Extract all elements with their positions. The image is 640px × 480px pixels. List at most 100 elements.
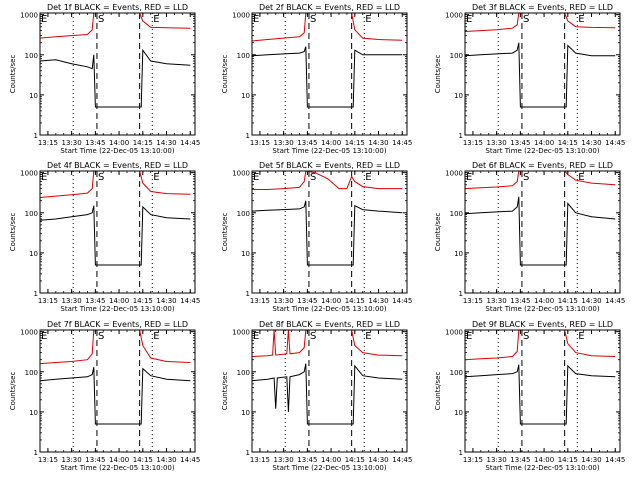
x-tick-label: 14:30 xyxy=(156,456,176,464)
x-tick-label: 14:30 xyxy=(156,139,176,147)
x-tick-label: 14:45 xyxy=(605,456,625,464)
y-tick-label: 1000 xyxy=(232,12,250,20)
x-tick-label: 13:30 xyxy=(274,139,294,147)
y-axis-label: Counts/sec xyxy=(9,55,17,94)
series-line-events xyxy=(252,46,403,108)
y-tick-label: 1 xyxy=(459,132,463,140)
series-line-events xyxy=(40,367,191,425)
x-axis-label: Start Time (22-Dec-05 13:10:00) xyxy=(272,147,386,155)
plot-frame xyxy=(39,170,196,294)
x-tick-label: 13:15 xyxy=(38,456,58,464)
marker-label: E xyxy=(253,172,259,183)
panel-title: Det 2f BLACK = Events, RED = LLD xyxy=(259,3,400,12)
panel-title: Det 6f BLACK = Events, RED = LLD xyxy=(472,161,613,170)
x-tick-label: 13:15 xyxy=(463,456,483,464)
y-tick-label: 100 xyxy=(237,52,250,60)
x-tick-label: 14:30 xyxy=(368,456,388,464)
x-tick-label: 13:15 xyxy=(38,297,58,305)
y-tick-label: 100 xyxy=(450,369,463,377)
panel-title: Det 1f BLACK = Events, RED = LLD xyxy=(47,3,188,12)
y-tick-label: 10 xyxy=(29,409,38,417)
panel-title: Det 9f BLACK = Events, RED = LLD xyxy=(472,320,613,329)
x-tick-label: 13:45 xyxy=(85,139,105,147)
x-tick-label: 13:30 xyxy=(62,297,82,305)
marker-label: E xyxy=(153,331,159,342)
y-tick-label: 1000 xyxy=(20,12,38,20)
y-tick-label: 1000 xyxy=(20,329,38,337)
series-line-lld xyxy=(252,330,403,357)
series-line-lld xyxy=(40,171,191,198)
x-tick-label: 14:00 xyxy=(534,456,554,464)
y-tick-label: 1 xyxy=(459,449,463,457)
x-tick-label: 14:00 xyxy=(321,297,341,305)
y-tick-label: 1000 xyxy=(445,12,463,20)
plot-frame xyxy=(251,12,408,136)
x-tick-label: 13:15 xyxy=(463,139,483,147)
y-tick-label: 100 xyxy=(450,52,463,60)
x-tick-label: 14:45 xyxy=(180,297,200,305)
x-tick-label: 14:00 xyxy=(534,297,554,305)
x-tick-label: 14:15 xyxy=(133,456,153,464)
panel-det-5: Det 5f BLACK = Events, RED = LLD 1 10 100 10… xyxy=(221,161,412,313)
x-tick-label: 14:15 xyxy=(345,456,365,464)
x-tick-label: 13:30 xyxy=(487,139,507,147)
y-tick-label: 100 xyxy=(25,52,38,60)
y-tick-label: 100 xyxy=(450,210,463,218)
y-axis-label: Counts/sec xyxy=(9,213,17,252)
y-tick-label: 1 xyxy=(246,290,250,298)
series-line-events xyxy=(465,42,616,108)
marker-label: E xyxy=(41,331,47,342)
x-tick-label: 14:15 xyxy=(133,139,153,147)
series-line-events xyxy=(252,363,403,425)
series-line-lld xyxy=(252,13,403,42)
marker-label: S xyxy=(310,14,316,25)
y-tick-label: 10 xyxy=(454,92,463,100)
x-tick-label: 13:15 xyxy=(463,297,483,305)
x-tick-label: 13:45 xyxy=(510,456,530,464)
x-axis-label: Start Time (22-Dec-05 13:10:00) xyxy=(485,464,599,472)
x-tick-label: 14:00 xyxy=(109,139,129,147)
marker-label: E xyxy=(466,14,472,25)
y-tick-label: 1 xyxy=(34,132,38,140)
y-tick-label: 1 xyxy=(246,132,250,140)
plot-frame xyxy=(39,12,196,136)
x-tick-label: 14:30 xyxy=(581,456,601,464)
series-line-events xyxy=(252,200,403,266)
panel-det-7: Det 7f BLACK = Events, RED = LLD 1 10 100 10… xyxy=(9,320,200,472)
x-tick-label: 14:45 xyxy=(180,139,200,147)
x-tick-label: 13:15 xyxy=(38,139,58,147)
x-tick-label: 13:15 xyxy=(250,139,270,147)
y-axis-label: Counts/sec xyxy=(434,55,442,94)
x-axis-label: Start Time (22-Dec-05 13:10:00) xyxy=(60,147,174,155)
marker-label: E xyxy=(365,331,371,342)
x-tick-label: 13:45 xyxy=(510,297,530,305)
marker-label: E xyxy=(153,14,159,25)
panel-title: Det 4f BLACK = Events, RED = LLD xyxy=(47,161,188,170)
x-tick-label: 13:15 xyxy=(250,297,270,305)
y-tick-label: 10 xyxy=(241,92,250,100)
x-tick-label: 13:15 xyxy=(250,456,270,464)
marker-label: E xyxy=(466,172,472,183)
x-tick-label: 14:30 xyxy=(581,139,601,147)
x-tick-label: 14:00 xyxy=(109,297,129,305)
y-axis-label: Counts/sec xyxy=(434,213,442,252)
x-tick-label: 14:30 xyxy=(368,139,388,147)
marker-label: E xyxy=(153,172,159,183)
y-tick-label: 1 xyxy=(246,449,250,457)
plot-frame xyxy=(39,329,196,453)
panel-det-6: Det 6f BLACK = Events, RED = LLD 1 10 100 10… xyxy=(434,161,625,313)
panel-det-2: Det 2f BLACK = Events, RED = LLD 1 10 100 10… xyxy=(221,3,412,155)
y-tick-label: 1000 xyxy=(445,170,463,178)
plot-frame xyxy=(251,329,408,453)
y-tick-label: 10 xyxy=(454,409,463,417)
x-tick-label: 14:30 xyxy=(368,297,388,305)
x-tick-label: 13:45 xyxy=(510,139,530,147)
x-axis-label: Start Time (22-Dec-05 13:10:00) xyxy=(60,305,174,313)
y-tick-label: 100 xyxy=(25,210,38,218)
y-tick-label: 1000 xyxy=(20,170,38,178)
x-axis-label: Start Time (22-Dec-05 13:10:00) xyxy=(485,147,599,155)
x-tick-label: 14:45 xyxy=(605,139,625,147)
x-tick-label: 13:30 xyxy=(62,139,82,147)
y-tick-label: 1 xyxy=(34,290,38,298)
y-tick-label: 100 xyxy=(237,369,250,377)
